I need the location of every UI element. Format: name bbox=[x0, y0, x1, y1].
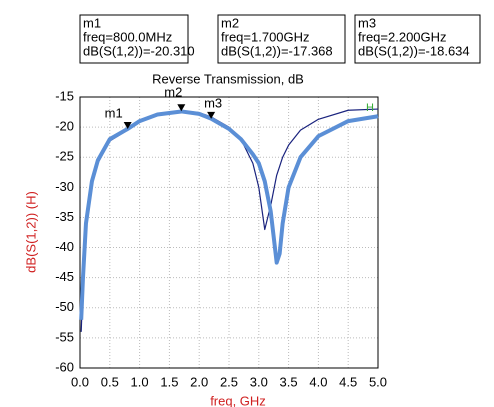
y-tick-label: -20 bbox=[55, 119, 74, 134]
y-tick-label: -50 bbox=[55, 299, 74, 314]
marker-freq: freq=1.700GHz bbox=[221, 29, 310, 44]
marker-readout: dB(S(1,2))=-20.310 bbox=[83, 43, 195, 58]
y-tick-label: -45 bbox=[55, 269, 74, 284]
line-series bbox=[79, 109, 379, 320]
y-tick-label: -35 bbox=[55, 209, 74, 224]
chart-title: Reverse Transmission, dB bbox=[152, 71, 304, 86]
x-tick-label: 1.0 bbox=[131, 374, 149, 389]
marker-triangle bbox=[207, 111, 216, 119]
x-tick-label: 0.0 bbox=[71, 374, 89, 389]
x-tick-label: 5.0 bbox=[369, 374, 387, 389]
plot-frame bbox=[79, 96, 379, 369]
marker-freq: freq=800.0MHz bbox=[83, 29, 172, 44]
x-tick-label: 3.5 bbox=[280, 374, 298, 389]
marker-name: m2 bbox=[221, 15, 239, 30]
marker-readout: dB(S(1,2))=-18.634 bbox=[358, 43, 470, 58]
x-tick-label: 1.5 bbox=[160, 374, 178, 389]
x-tick-label: 4.5 bbox=[339, 374, 357, 389]
x-tick-label: 0.5 bbox=[101, 374, 119, 389]
x-tick-label: 2.0 bbox=[190, 374, 208, 389]
marker-box bbox=[217, 14, 346, 64]
marker-tag: m3 bbox=[204, 95, 222, 110]
y-tick-label: -30 bbox=[55, 179, 74, 194]
marker-box bbox=[354, 14, 481, 64]
marker-name: m3 bbox=[358, 15, 376, 30]
x-axis-label: freq, GHz bbox=[210, 393, 266, 407]
marker-triangle bbox=[177, 104, 186, 112]
y-tick-label: -40 bbox=[55, 239, 74, 254]
marker-box bbox=[79, 14, 189, 64]
y-tick-label: -15 bbox=[55, 88, 74, 103]
line-series bbox=[80, 108, 379, 332]
x-tick-label: 4.0 bbox=[309, 374, 327, 389]
marker-name: m1 bbox=[83, 15, 101, 30]
marker-tag: m1 bbox=[105, 105, 123, 120]
x-tick-label: 3.0 bbox=[250, 374, 268, 389]
marker-tag: m2 bbox=[164, 85, 182, 100]
trace-label: H bbox=[366, 102, 374, 114]
y-tick-label: -60 bbox=[55, 359, 74, 374]
marker-triangle bbox=[123, 121, 132, 129]
marker-freq: freq=2.200GHz bbox=[358, 29, 447, 44]
y-axis-label: dB(S(1,2)) (H) bbox=[23, 191, 38, 273]
y-tick-label: -55 bbox=[55, 329, 74, 344]
y-tick-label: -25 bbox=[55, 149, 74, 164]
x-tick-label: 2.5 bbox=[220, 374, 238, 389]
marker-readout: dB(S(1,2))=-17.368 bbox=[221, 43, 333, 58]
